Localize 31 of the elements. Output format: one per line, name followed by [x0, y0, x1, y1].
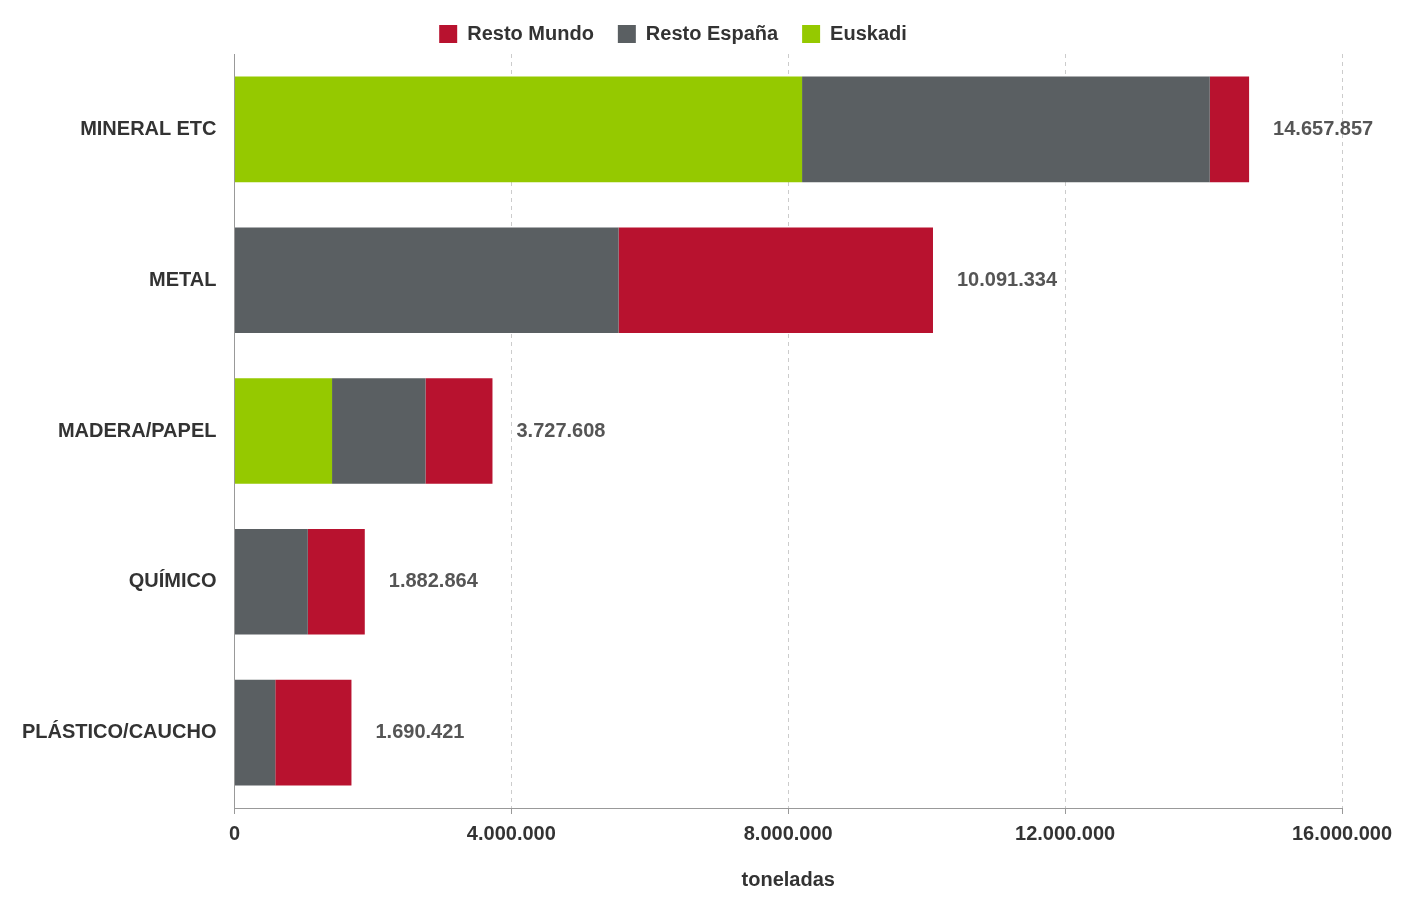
- x-tick-label: 12.000.000: [1015, 821, 1116, 844]
- x-tick-label: 0: [228, 821, 241, 844]
- bar: [234, 378, 333, 484]
- bar: [307, 529, 365, 635]
- bar: [332, 378, 426, 484]
- x-axis-title: toneladas: [741, 867, 835, 890]
- legend-label: Euskadi: [830, 21, 907, 44]
- total-label: 3.727.608: [516, 418, 606, 441]
- bar: [234, 76, 803, 183]
- y-tick-label: METAL: [149, 267, 217, 290]
- bar: [618, 227, 933, 333]
- bar: [1209, 76, 1250, 183]
- bar: [234, 227, 619, 333]
- total-label: 14.657.857: [1273, 116, 1374, 139]
- total-label: 10.091.334: [956, 267, 1058, 290]
- x-tick-label: 16.000.000: [1291, 821, 1393, 844]
- y-tick-label: QUÍMICO: [128, 569, 217, 592]
- bar: [234, 529, 308, 635]
- bar: [802, 76, 1210, 183]
- x-tick-label: 8.000.000: [743, 821, 833, 844]
- legend-label: Resto España: [645, 21, 779, 44]
- bar: [234, 679, 276, 786]
- legend-label: Resto Mundo: [467, 21, 594, 44]
- y-tick-label: MINERAL ETC: [80, 116, 217, 139]
- y-tick-label: PLÁSTICO/CAUCHO: [21, 720, 217, 743]
- total-label: 1.690.421: [375, 720, 465, 743]
- x-tick-label: 4.000.000: [466, 821, 556, 844]
- bar: [425, 378, 493, 484]
- y-tick-label: MADERA/PAPEL: [57, 418, 217, 441]
- total-label: 1.882.864: [388, 569, 479, 592]
- bar: [275, 679, 352, 786]
